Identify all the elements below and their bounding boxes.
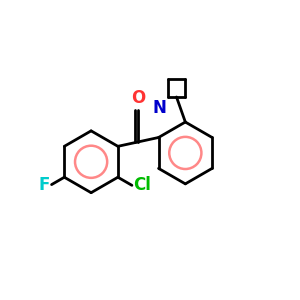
Text: N: N: [153, 99, 166, 117]
Text: Cl: Cl: [134, 176, 151, 194]
Text: F: F: [39, 176, 50, 194]
Text: O: O: [131, 88, 145, 106]
